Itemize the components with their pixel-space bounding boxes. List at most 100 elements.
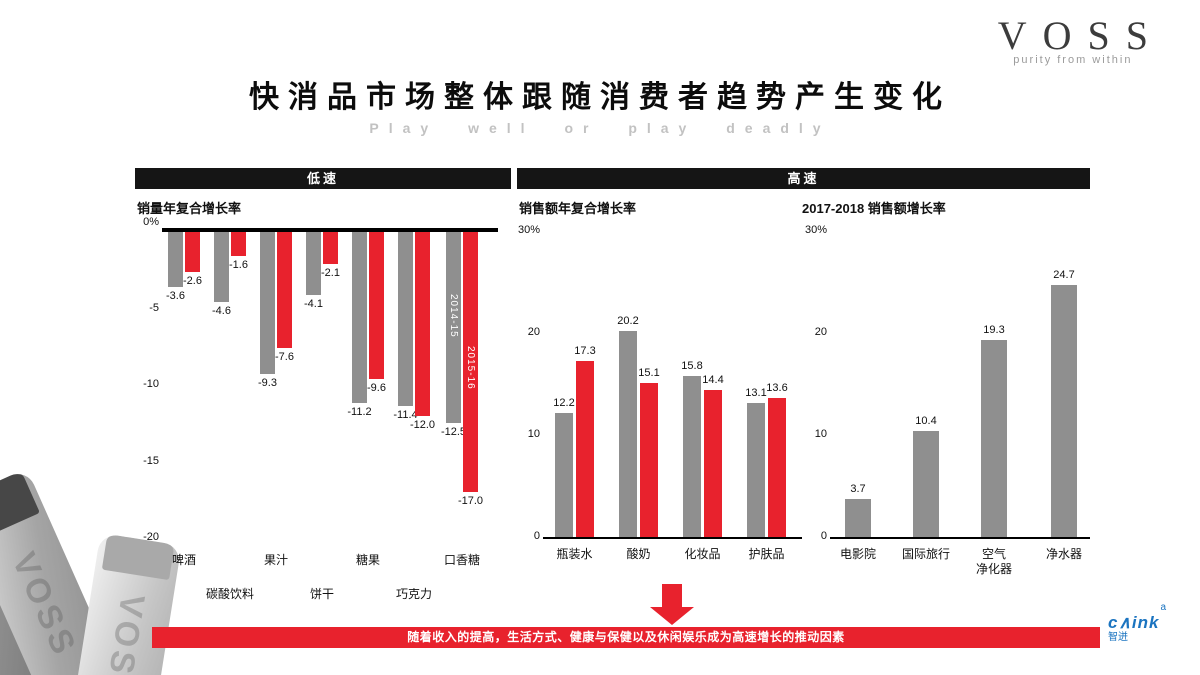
bar-value-label: -7.6: [275, 351, 294, 363]
bar-value-label: 10.4: [915, 415, 937, 427]
bar-value-label: -3.6: [166, 290, 185, 302]
series-label: 2015-16: [465, 346, 476, 390]
bar: [555, 413, 573, 537]
bar: [640, 383, 658, 537]
down-arrow-stem: [662, 584, 682, 607]
bar: [231, 232, 246, 256]
bar: [446, 232, 461, 423]
bar: [277, 232, 292, 348]
bar-value-label: 20.2: [617, 315, 639, 327]
axis-tick-label: 0: [820, 530, 827, 542]
category-label: 化妆品: [684, 547, 721, 561]
bar-value-label: 15.8: [681, 360, 703, 372]
voss-logo: VOSS purity from within: [998, 16, 1148, 67]
axis-baseline: [162, 228, 498, 232]
bar: [415, 232, 430, 416]
bar: [214, 232, 229, 302]
bar-value-label: -12.5: [440, 426, 467, 438]
category-label: 饼干: [309, 587, 334, 601]
bar: [619, 331, 637, 537]
category-label: 糖果: [355, 553, 380, 567]
chart-sales-value-cagr: 销售额年复合增长率 30% 20 10 0 12.2 20.2 15.8 13.1 17.3 15.…: [517, 195, 805, 615]
bar-value-label: 24.7: [1053, 269, 1075, 281]
bar: [398, 232, 413, 406]
category-label: 护肤品: [748, 547, 785, 561]
bar: [463, 232, 478, 492]
bottle-cap: [0, 470, 40, 541]
axis-tick-label: 10: [814, 428, 827, 440]
footer-logo-subtext: 智迸: [1108, 632, 1128, 643]
bar-value-label: -4.6: [212, 305, 231, 317]
axis-tick-label: 20: [814, 326, 827, 338]
bar: [306, 232, 321, 295]
category-label: 国际旅行: [901, 547, 950, 561]
axis-tick-label: 0: [533, 530, 540, 542]
axis-baseline: [543, 537, 802, 539]
bar-value-label: -4.1: [304, 298, 323, 310]
conclusion-banner: 随着收入的提高，生活方式、健康与保健以及休闲娱乐成为高速增长的推动因素: [152, 627, 1100, 648]
axis-baseline: [830, 537, 1090, 539]
axis-tick-label: -20: [143, 531, 159, 543]
bar-value-label: 19.3: [983, 324, 1005, 336]
axis-tick-label: -5: [149, 302, 159, 314]
axis-tick-label: 0%: [143, 216, 159, 228]
bar-value-label: 13.6: [766, 382, 788, 394]
axis-tick-label: 10: [527, 428, 540, 440]
bar: [913, 431, 939, 537]
bar: [981, 340, 1007, 537]
footer-logo-mark: a: [1160, 602, 1166, 613]
chart-title: 销量年复合增长率: [137, 201, 242, 216]
bar: [1051, 285, 1077, 537]
axis-tick-label: -10: [143, 378, 159, 390]
down-arrow: [650, 584, 694, 625]
axis-tick-label: 30%: [517, 224, 540, 236]
bar-value-label: 17.3: [574, 345, 596, 357]
down-arrow-head: [650, 607, 694, 625]
category-label: 酸奶: [626, 547, 651, 561]
axis-tick-label: -15: [143, 455, 159, 467]
bar: [683, 376, 701, 537]
chart-volume-cagr: 销量年复合增长率 0% -5 -10 -15 -20 -3.6 -4.6 -9.3 -4.1 -11…: [135, 195, 515, 615]
bar: [704, 390, 722, 537]
bar-value-label: 12.2: [553, 397, 575, 409]
chart-title: 2017-2018 销售额增长率: [802, 201, 946, 216]
page-title: 快消品市场整体跟随消费者趋势产生变化: [249, 81, 951, 114]
category-label: 果汁: [263, 553, 288, 567]
bar: [369, 232, 384, 379]
bar-value-label: -1.6: [229, 259, 248, 271]
category-label: 空气 净化器: [975, 547, 1012, 576]
bar-value-label: 13.1: [745, 387, 767, 399]
bar-value-label: -2.6: [183, 275, 202, 287]
bar-value-label: -17.0: [457, 495, 484, 507]
page-subtitle: Play well or play deadly: [369, 120, 831, 136]
chart-2017-2018-sales-growth: 2017-2018 销售额增长率 30% 20 10 0 3.7 10.4 19.3 24.7 电…: [800, 195, 1092, 615]
voss-logo-text: VOSS: [997, 13, 1164, 58]
voss-tagline: purity from within: [1013, 54, 1133, 66]
footer-logo-text: c∧ink: [1108, 613, 1160, 632]
chart-title: 销售额年复合增长率: [519, 201, 637, 216]
series-label: 2014-15: [448, 294, 459, 338]
bar-value-label: 3.7: [850, 483, 866, 495]
category-label: 瓶装水: [556, 547, 593, 561]
section-header-high-speed: 高速: [517, 168, 1090, 189]
bar: [576, 361, 594, 537]
footer-logo: a c∧ink 智迸: [1108, 603, 1196, 644]
bar-value-label: 14.4: [702, 374, 724, 386]
bar: [168, 232, 183, 287]
axis-tick-label: 20: [527, 326, 540, 338]
category-label: 净水器: [1045, 547, 1082, 561]
bar: [768, 398, 786, 537]
bar-value-label: -9.6: [367, 382, 386, 394]
bar-value-label: -12.0: [409, 419, 436, 431]
category-label: 巧克力: [395, 587, 432, 601]
bar: [845, 499, 871, 537]
bar-value-label: -11.4: [393, 409, 418, 421]
section-header-low-speed: 低速: [135, 168, 511, 189]
category-label: 碳酸饮料: [205, 587, 254, 601]
bar: [352, 232, 367, 403]
bar: [260, 232, 275, 374]
bar: [323, 232, 338, 264]
bar: [747, 403, 765, 537]
bar: [185, 232, 200, 272]
